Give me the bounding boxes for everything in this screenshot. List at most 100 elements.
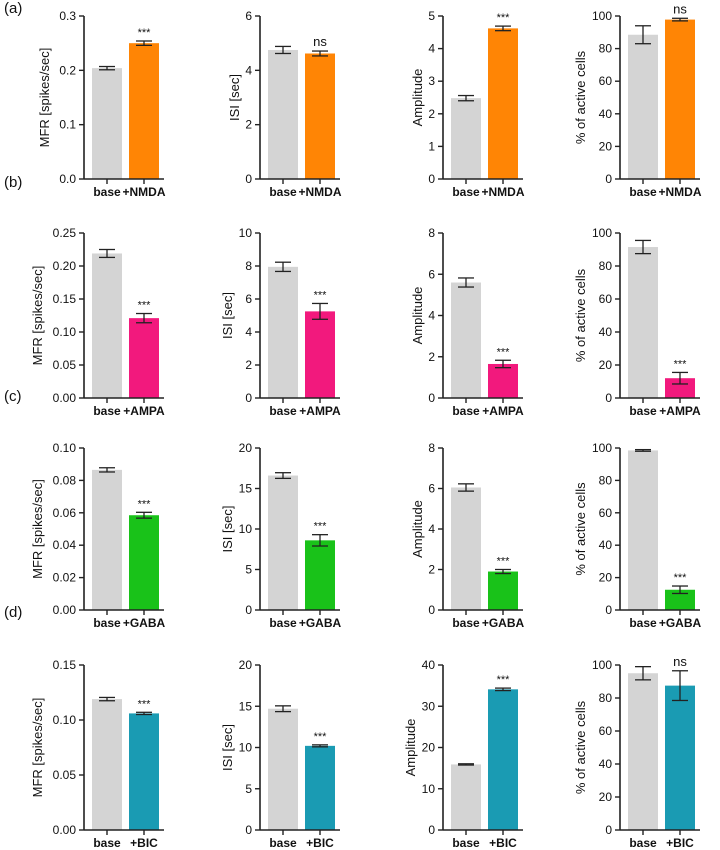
bar-base (268, 49, 298, 180)
y-tick-label: 20 (239, 441, 253, 455)
y-tick-label: 0.1 (59, 118, 76, 132)
y-tick-label: 0.05 (53, 768, 77, 782)
chart-panel: ns 0 20 40 60 80 100 base +NMDA % of active cells (573, 1, 702, 199)
bar-treatment (305, 745, 335, 830)
bar-treatment (305, 53, 335, 179)
x-tick-label: base (452, 616, 480, 630)
chart-panel: ns 0 2 4 6 base +NMDA ISI [sec] (227, 9, 342, 199)
y-tick-label: 0.02 (53, 571, 77, 585)
y-tick-label: 6 (428, 267, 435, 281)
y-tick-label: 4 (245, 325, 252, 339)
y-tick-label: 0.10 (53, 713, 77, 727)
y-axis-title: Amplitude (410, 287, 425, 345)
x-tick-label: base (629, 836, 657, 850)
significance-label: *** (497, 674, 511, 686)
y-tick-label: 0.3 (59, 9, 76, 23)
bar-treatment (488, 363, 518, 398)
y-tick-label: 4 (428, 309, 435, 323)
x-tick-label: +BIC (489, 836, 517, 850)
y-tick-label: 80 (599, 259, 613, 273)
y-tick-label: 0 (245, 823, 252, 837)
y-tick-label: 0.10 (53, 441, 77, 455)
chart-panel: *** 0 2 4 6 8 base +GABA Amplitude (410, 441, 525, 630)
y-tick-label: 0.04 (53, 538, 77, 552)
x-tick-label: +BIC (130, 836, 158, 850)
bar-treatment (665, 589, 695, 610)
y-tick-label: 100 (592, 658, 612, 672)
y-tick-label: 0.00 (53, 391, 77, 405)
bar-treatment (665, 19, 695, 180)
chart-panel: ns 0 20 40 60 80 100 base +BIC % of active cells (573, 654, 700, 850)
x-tick-label: base (629, 404, 657, 418)
y-tick-label: 0.20 (53, 259, 77, 273)
x-tick-label: +AMPA (299, 404, 341, 418)
x-tick-label: +BIC (306, 836, 334, 850)
row-label-1: (b) (4, 174, 22, 191)
y-tick-label: 0 (245, 172, 252, 186)
y-axis-title: Amplitude (410, 69, 425, 127)
x-tick-label: +NMDA (298, 185, 341, 199)
y-tick-label: 15 (239, 482, 253, 496)
bar-treatment (129, 713, 159, 830)
bar-base (628, 247, 658, 398)
y-axis-title: MFR [spikes/sec] (30, 698, 45, 798)
y-tick-label: 0.06 (53, 506, 77, 520)
x-tick-label: base (452, 404, 480, 418)
x-tick-label: base (269, 185, 297, 199)
y-tick-label: 0.00 (53, 603, 77, 617)
bar-base (628, 673, 658, 830)
chart-panel: *** 0 2 4 6 8 10 base +AMPA ISI [sec] (220, 226, 341, 418)
x-tick-label: base (629, 185, 657, 199)
y-tick-label: 0.05 (53, 358, 77, 372)
y-tick-label: 0.00 (53, 823, 77, 837)
y-axis-title: % of active cells (573, 268, 588, 362)
y-tick-label: 0 (245, 603, 252, 617)
x-tick-label: +NMDA (122, 185, 165, 199)
y-tick-label: 20 (599, 790, 613, 804)
y-tick-label: 40 (422, 658, 436, 672)
y-tick-label: 6 (245, 9, 252, 23)
y-tick-label: 8 (428, 441, 435, 455)
significance-label: *** (497, 346, 511, 358)
x-tick-label: +AMPA (482, 404, 524, 418)
y-tick-label: 0.10 (53, 325, 77, 339)
significance-label: *** (314, 731, 328, 743)
y-tick-label: 5 (428, 9, 435, 23)
bar-base (451, 487, 481, 610)
y-tick-label: 0.0 (59, 172, 76, 186)
x-tick-label: base (269, 616, 297, 630)
y-tick-label: 10 (422, 782, 436, 796)
x-tick-label: base (93, 836, 121, 850)
y-tick-label: 60 (599, 292, 613, 306)
y-axis-title: Amplitude (403, 719, 418, 777)
x-tick-label: +GABA (482, 616, 525, 630)
bar-treatment (488, 571, 518, 610)
y-axis-title: ISI [sec] (227, 74, 242, 121)
significance-label: *** (138, 698, 152, 710)
x-tick-label: base (452, 836, 480, 850)
bar-base (451, 764, 481, 830)
y-tick-label: 0 (605, 391, 612, 405)
y-tick-label: 60 (599, 74, 613, 88)
y-tick-label: 20 (599, 358, 613, 372)
y-tick-label: 4 (428, 522, 435, 536)
y-tick-label: 0 (428, 391, 435, 405)
chart-panel: *** 0 5 10 15 20 base +GABA ISI [sec] (220, 441, 342, 630)
significance-label: *** (674, 572, 688, 584)
y-tick-label: 40 (599, 757, 613, 771)
y-tick-label: 1 (428, 139, 435, 153)
significance-label: *** (314, 289, 328, 301)
significance-label: ns (313, 34, 327, 49)
bar-base (628, 450, 658, 610)
y-tick-label: 2 (428, 563, 435, 577)
bar-base (628, 34, 658, 180)
y-tick-label: 10 (239, 522, 253, 536)
bar-treatment (488, 689, 518, 830)
significance-label: ns (673, 1, 687, 16)
y-tick-label: 80 (599, 691, 613, 705)
y-tick-label: 10 (239, 741, 253, 755)
bar-treatment (129, 43, 159, 179)
y-tick-label: 6 (428, 482, 435, 496)
y-axis-title: MFR [spikes/sec] (37, 48, 52, 148)
